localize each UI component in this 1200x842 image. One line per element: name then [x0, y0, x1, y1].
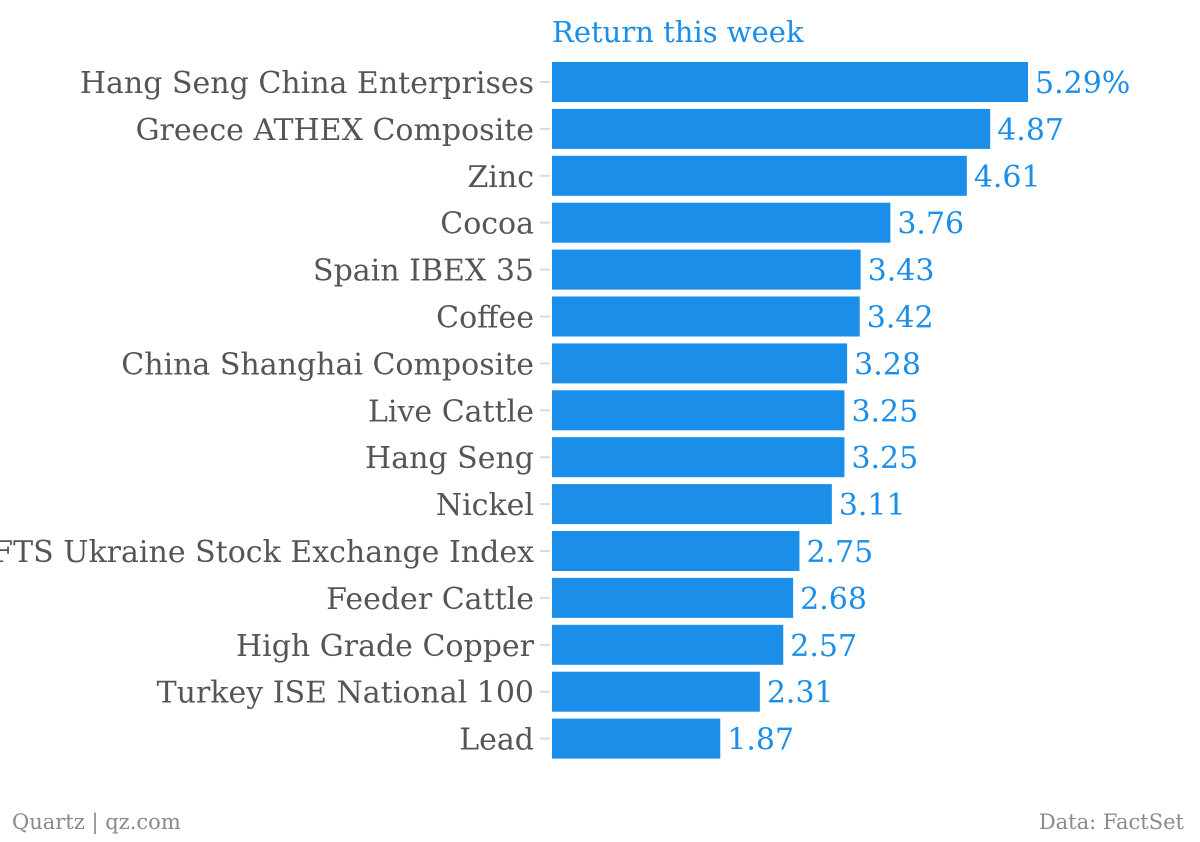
- bar-turkey-ise-national-100: [552, 671, 760, 712]
- value-label-pfts-ukraine-stock-exchange-index: 2.75: [806, 535, 873, 570]
- value-labels: 5.29% 4.87 4.61 3.76 3.43 3.42 3.28 3.25 3.25 3.1…: [727, 66, 1130, 758]
- category-label-zinc: Zinc: [467, 160, 534, 195]
- bar-greece-athex-composite: [552, 108, 991, 149]
- value-label-hang-seng: 3.25: [851, 441, 918, 476]
- category-label-pfts-ukraine-stock-exchange-index: PFTS Ukraine Stock Exchange Index: [0, 535, 534, 570]
- value-label-china-shanghai-composite: 3.28: [854, 347, 921, 382]
- bar-zinc: [552, 155, 967, 196]
- bar-cocoa: [552, 202, 891, 243]
- bar-feeder-cattle: [552, 577, 794, 618]
- category-label-hang-seng-china-enterprises: Hang Seng China Enterprises: [80, 66, 534, 101]
- bars: [552, 62, 1028, 759]
- value-label-turkey-ise-national-100: 2.31: [767, 676, 834, 711]
- category-label-high-grade-copper: High Grade Copper: [236, 629, 535, 664]
- bar-nickel: [552, 484, 832, 525]
- category-label-live-cattle: Live Cattle: [368, 394, 534, 429]
- value-label-zinc: 4.61: [974, 160, 1041, 195]
- series-title: Return this week: [552, 15, 804, 49]
- category-label-nickel: Nickel: [436, 488, 534, 523]
- value-label-feeder-cattle: 2.68: [800, 582, 867, 617]
- bar-spain-ibex-35: [552, 249, 861, 290]
- bar-china-shanghai-composite: [552, 343, 848, 384]
- category-label-coffee: Coffee: [436, 301, 534, 336]
- bar-hang-seng: [552, 437, 845, 478]
- value-label-lead: 1.87: [727, 723, 794, 758]
- value-label-live-cattle: 3.25: [851, 394, 918, 429]
- value-label-high-grade-copper: 2.57: [790, 629, 857, 664]
- category-label-spain-ibex-35: Spain IBEX 35: [313, 254, 534, 289]
- value-label-nickel: 3.11: [839, 488, 906, 523]
- category-label-greece-athex-composite: Greece ATHEX Composite: [136, 113, 534, 148]
- bar-high-grade-copper: [552, 624, 784, 665]
- category-label-turkey-ise-national-100: Turkey ISE National 100: [157, 676, 534, 711]
- category-label-feeder-cattle: Feeder Cattle: [326, 582, 534, 617]
- value-label-cocoa: 3.76: [897, 207, 964, 242]
- value-label-greece-athex-composite: 4.87: [997, 113, 1064, 148]
- bar-hang-seng-china-enterprises: [552, 62, 1028, 102]
- category-axis: Hang Seng China Enterprises Greece ATHEX …: [0, 66, 550, 758]
- bar-coffee: [552, 296, 860, 337]
- value-label-hang-seng-china-enterprises: 5.29%: [1035, 66, 1130, 101]
- category-label-china-shanghai-composite: China Shanghai Composite: [121, 347, 534, 382]
- source-credit: Quartz | qz.com: [12, 810, 181, 834]
- data-source: Data: FactSet: [1038, 810, 1184, 834]
- value-label-spain-ibex-35: 3.43: [868, 254, 935, 289]
- bar-lead: [552, 718, 721, 759]
- value-label-coffee: 3.42: [867, 301, 934, 336]
- category-label-hang-seng: Hang Seng: [365, 441, 534, 476]
- category-label-lead: Lead: [459, 723, 534, 758]
- bar-live-cattle: [552, 390, 845, 431]
- bar-pfts-ukraine-stock-exchange-index: [552, 531, 800, 571]
- category-label-cocoa: Cocoa: [440, 207, 534, 242]
